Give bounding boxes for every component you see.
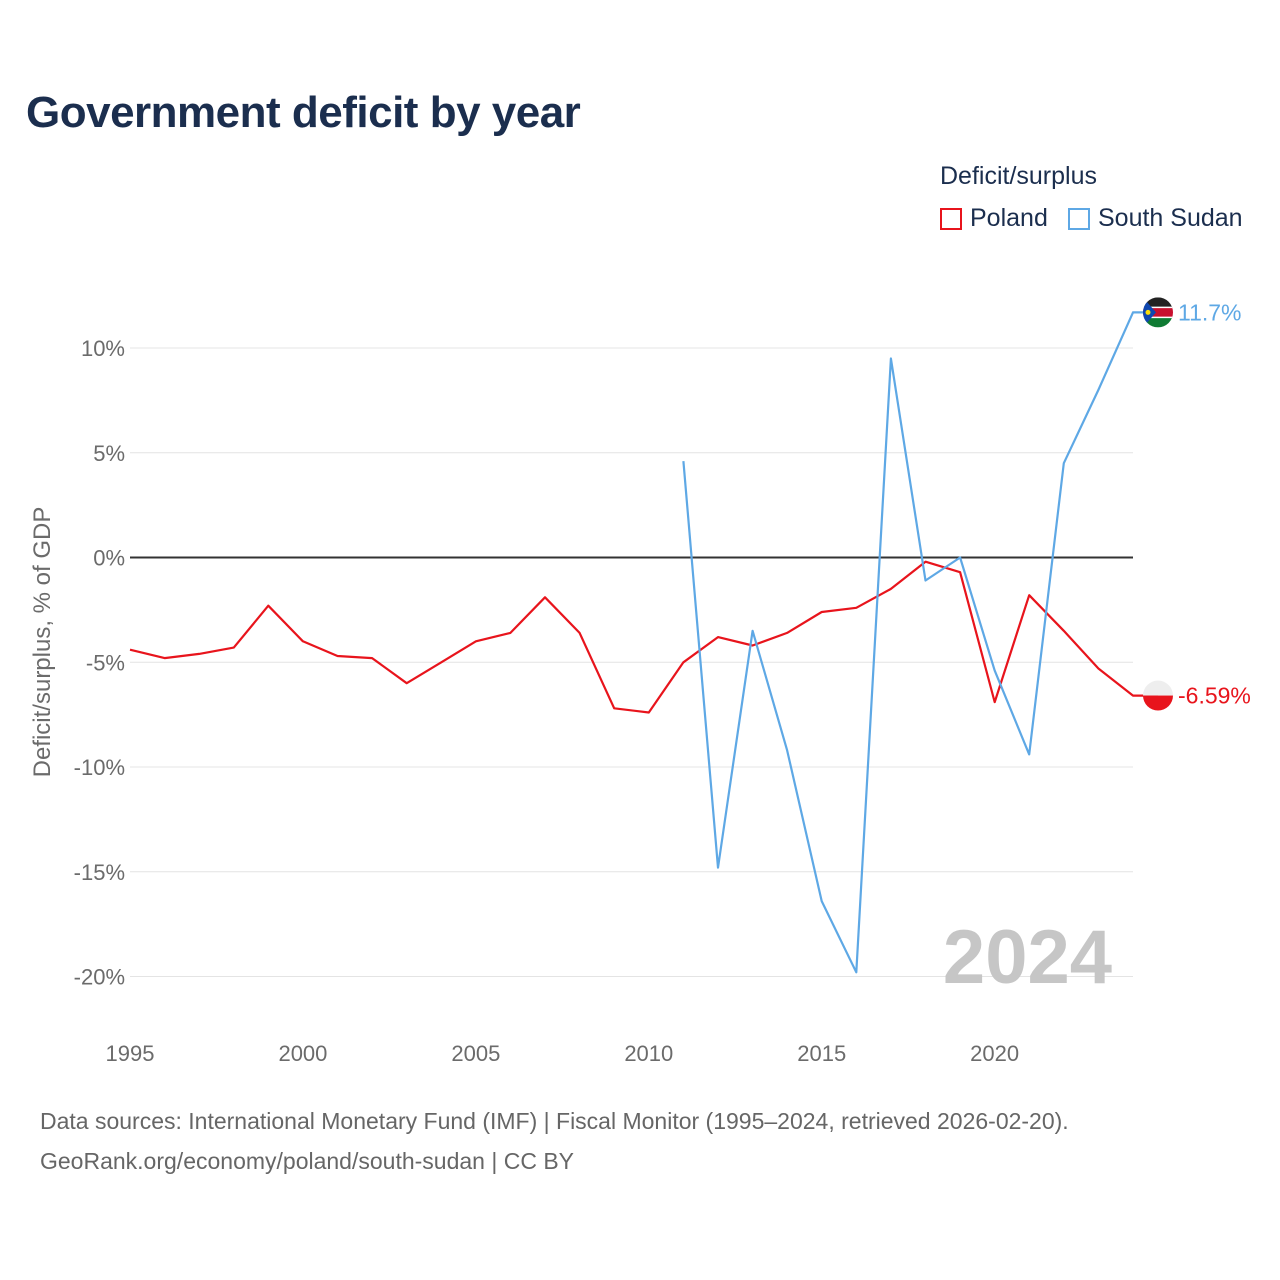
chart-title: Government deficit by year bbox=[26, 88, 581, 137]
end-value-label-south-sudan: 11.7% bbox=[1178, 299, 1242, 325]
legend-label-poland: Poland bbox=[970, 204, 1048, 232]
y-tick-label: -20% bbox=[74, 965, 125, 990]
legend-title: Deficit/surplus bbox=[940, 162, 1097, 190]
y-axis-label: Deficit/surplus, % of GDP bbox=[29, 507, 56, 778]
x-tick-label: 2005 bbox=[451, 1041, 500, 1066]
series-line-poland[interactable] bbox=[129, 560, 1158, 714]
poland-flag-icon bbox=[1143, 680, 1173, 711]
y-tick-label: -15% bbox=[74, 860, 125, 885]
series-line-south-sudan[interactable] bbox=[682, 311, 1158, 974]
y-tick-label: 10% bbox=[81, 336, 125, 361]
end-value-label-poland: -6.59% bbox=[1178, 683, 1251, 709]
y-tick-label: -5% bbox=[86, 650, 125, 675]
x-tick-label: 2000 bbox=[278, 1041, 327, 1066]
x-tick-label: 2015 bbox=[797, 1041, 846, 1066]
source-note: Data sources: International Monetary Fun… bbox=[40, 1108, 1069, 1134]
legend-swatch-south-sudan bbox=[1068, 207, 1090, 230]
legend-item-poland[interactable]: Poland bbox=[940, 204, 1048, 233]
y-tick-label: 5% bbox=[93, 441, 125, 466]
year-watermark: 2024 bbox=[943, 915, 1112, 1000]
y-tick-label: -10% bbox=[74, 755, 125, 780]
y-tick-label: 0% bbox=[93, 546, 125, 571]
x-tick-label: 2020 bbox=[970, 1041, 1019, 1066]
credit-note[interactable]: GeoRank.org/economy/poland/south-sudan |… bbox=[40, 1148, 574, 1174]
x-tick-label: 1995 bbox=[106, 1041, 155, 1066]
legend-label-south-sudan: South Sudan bbox=[1098, 204, 1243, 232]
legend-swatch-poland bbox=[940, 207, 962, 230]
x-tick-label: 2010 bbox=[624, 1041, 673, 1066]
legend-item-south-sudan[interactable]: South Sudan bbox=[1068, 204, 1243, 233]
south-sudan-flag-icon bbox=[1143, 297, 1173, 328]
